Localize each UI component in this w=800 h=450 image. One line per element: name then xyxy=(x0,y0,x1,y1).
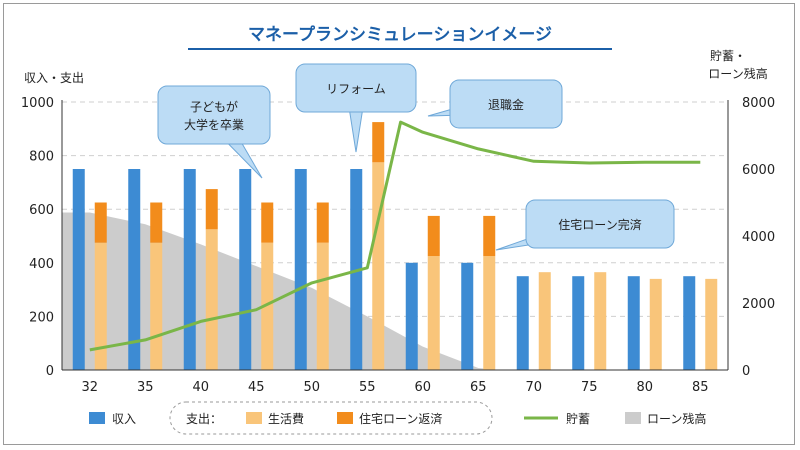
legend: 収入 支出： 生活費 住宅ローン返済 貯蓄 ローン残高 xyxy=(89,401,706,435)
savings-line-path xyxy=(89,120,701,352)
y-right-tick-label: 4000 xyxy=(742,230,775,245)
legend-label-savings: 貯蓄 xyxy=(566,412,590,426)
loan-repayment-bar xyxy=(205,189,218,230)
y-right-axis-title-line2: ローン残高 xyxy=(708,66,767,81)
y-left-tick-label: 1000 xyxy=(21,96,54,111)
living-cost-bar xyxy=(261,242,274,370)
x-tick-label: 55 xyxy=(359,380,376,395)
living-cost-bar xyxy=(316,242,329,370)
x-tick-label: 50 xyxy=(303,380,320,395)
x-tick-label: 75 xyxy=(581,380,598,395)
loan-repayment-bar xyxy=(372,122,385,163)
income-bar xyxy=(683,276,696,370)
x-tick-label: 60 xyxy=(414,380,431,395)
loan-repayment-bar xyxy=(427,215,440,257)
income-bar xyxy=(516,276,529,370)
x-tick-label: 35 xyxy=(137,380,154,395)
x-tick-label: 32 xyxy=(81,380,98,395)
income-bar xyxy=(128,169,141,370)
annotation-text: リフォーム xyxy=(326,82,386,96)
savings-line xyxy=(89,120,701,352)
y-right-axis-title-line1: 貯蓄・ xyxy=(710,49,746,63)
y-left-tick-label: 200 xyxy=(29,310,54,325)
living-cost-bar xyxy=(483,256,496,370)
x-tick-label: 80 xyxy=(636,380,653,395)
income-bar xyxy=(627,276,640,370)
y-left-tick-label: 400 xyxy=(29,257,54,272)
x-tick-label: 65 xyxy=(470,380,487,395)
living-cost-bar xyxy=(538,272,551,370)
living-cost-bar xyxy=(372,162,385,370)
living-cost-bar xyxy=(594,272,607,370)
y-left-tick-label: 800 xyxy=(29,150,54,165)
legend-expense-group xyxy=(169,401,493,435)
annotation-bubble-fill xyxy=(451,81,561,127)
loan-repayment-bar xyxy=(150,202,163,243)
annotation-bubble-fill xyxy=(297,65,415,111)
legend-expense-group-label: 支出： xyxy=(186,412,222,426)
legend-swatch-living-cost xyxy=(246,412,262,424)
living-cost-bar xyxy=(94,242,107,370)
legend-label-loan-repayment: 住宅ローン返済 xyxy=(359,411,442,426)
legend-label-income: 収入 xyxy=(112,412,136,426)
legend-label-living-cost: 生活費 xyxy=(268,411,304,426)
annotation-text: 大学を卒業 xyxy=(184,117,244,132)
y-left-axis-title: 収入・支出 xyxy=(24,71,84,85)
annotation-text: 退職金 xyxy=(488,97,524,112)
living-cost-bar xyxy=(150,242,163,370)
legend-swatch-income xyxy=(89,412,105,424)
loan-repayment-bar xyxy=(483,215,496,257)
axes: 0 200 400 600 800 1000 0 2000 4000 6000 8000 32 35 40… xyxy=(21,96,775,395)
income-bar xyxy=(183,169,196,370)
y-right-tick-label: 6000 xyxy=(742,163,775,178)
income-bar xyxy=(239,169,252,370)
y-left-tick-label: 0 xyxy=(46,364,54,379)
legend-swatch-loan-repayment xyxy=(337,412,353,424)
living-cost-bar xyxy=(705,278,718,370)
x-tick-label: 40 xyxy=(192,380,209,395)
income-bar xyxy=(572,276,585,370)
living-cost-bar xyxy=(205,229,218,370)
x-tick-label: 70 xyxy=(525,380,542,395)
legend-label-loan-balance: ローン残高 xyxy=(647,411,706,426)
loan-repayment-bar xyxy=(261,202,274,243)
y-right-tick-label: 2000 xyxy=(742,297,775,312)
bars xyxy=(72,122,718,370)
annotation-text: 住宅ローン完済 xyxy=(558,217,641,232)
x-tick-label: 85 xyxy=(692,380,709,395)
loan-repayment-bar xyxy=(94,202,107,243)
annotation-text: 子どもが xyxy=(190,99,238,114)
living-cost-bar xyxy=(427,256,440,370)
chart-title: マネープランシミュレーションイメージ xyxy=(248,24,552,45)
income-bar xyxy=(72,169,85,370)
living-cost-bar xyxy=(649,278,662,370)
loan-repayment-bar xyxy=(316,202,329,243)
annotation-bubble-fill xyxy=(527,201,673,247)
income-bar xyxy=(405,262,418,370)
income-bar xyxy=(461,262,474,370)
y-left-tick-label: 600 xyxy=(29,203,54,218)
y-right-tick-label: 8000 xyxy=(742,96,775,111)
income-bar xyxy=(294,169,307,370)
y-right-tick-label: 0 xyxy=(742,364,750,379)
x-tick-label: 45 xyxy=(248,380,265,395)
annotation-bubble-fill xyxy=(159,87,269,143)
legend-swatch-loan-balance xyxy=(625,412,641,424)
